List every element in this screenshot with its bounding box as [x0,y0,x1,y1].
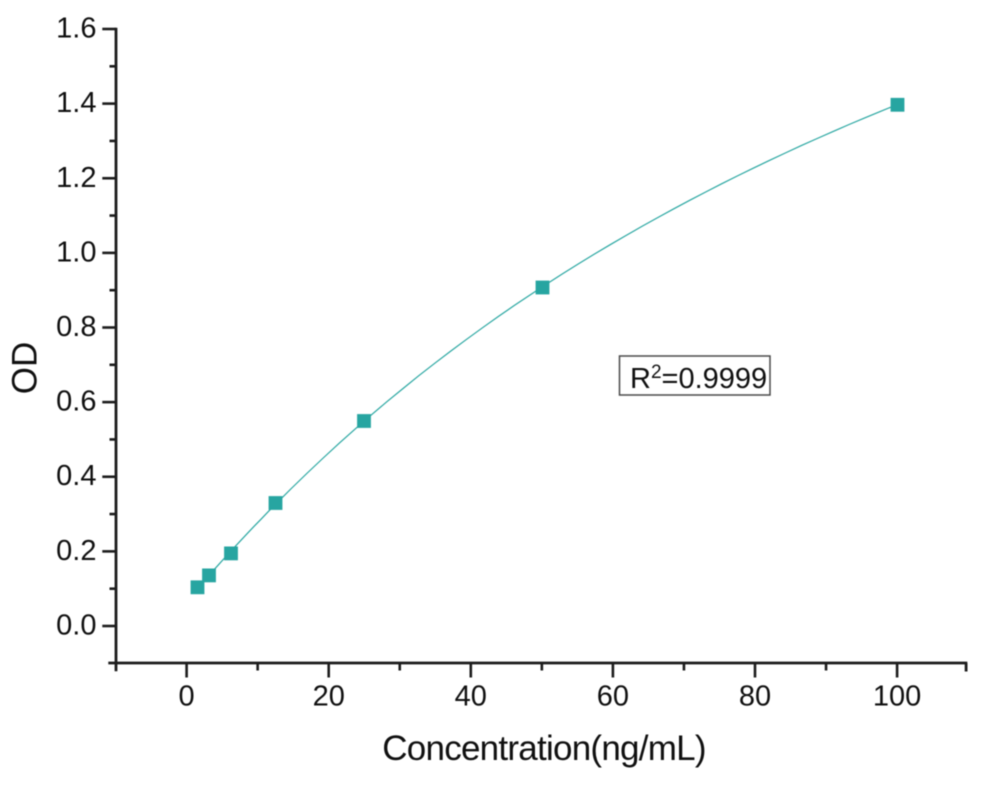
svg-text:100: 100 [873,681,921,713]
svg-text:1.6: 1.6 [56,13,96,45]
svg-text:R2=0.9999: R2=0.9999 [630,362,767,395]
svg-text:0.0: 0.0 [56,610,96,642]
svg-text:1.2: 1.2 [56,162,96,194]
svg-text:1.4: 1.4 [56,87,96,119]
svg-text:0.2: 0.2 [56,535,96,567]
svg-text:1.0: 1.0 [56,236,96,268]
svg-text:0.8: 0.8 [56,311,96,343]
svg-text:80: 80 [739,681,771,713]
svg-text:0: 0 [179,681,195,713]
svg-text:OD: OD [6,342,45,395]
svg-text:Concentration(ng/mL): Concentration(ng/mL) [382,729,706,768]
svg-text:0.6: 0.6 [56,386,96,418]
svg-text:20: 20 [313,681,345,713]
svg-text:40: 40 [455,681,487,713]
svg-text:60: 60 [597,681,629,713]
svg-text:0.4: 0.4 [56,460,96,492]
